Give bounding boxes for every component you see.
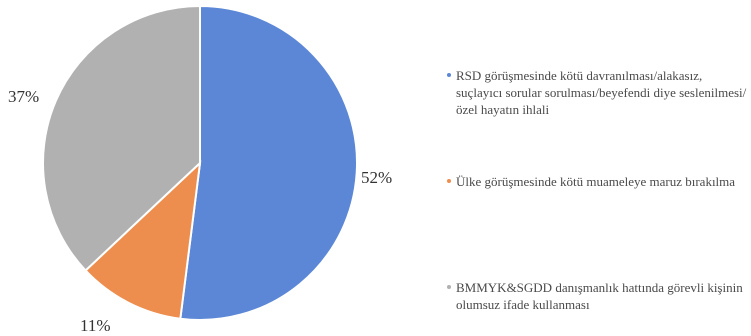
legend-label-2: Ülke görüşmesinde kötü muameleye maruz b… (456, 174, 736, 189)
legend-marker-3 (447, 285, 451, 289)
legend-item-1: RSD görüşmesinde kötü davranılması/alaka… (447, 67, 747, 118)
pct-label-slice-2: 11% (80, 316, 111, 335)
pie-slices (42, 4, 359, 321)
legend-item-3: BMMYK&SGDD danışmanlık hattında görevli … (447, 279, 747, 313)
legend-label-1: RSD görüşmesinde kötü davranılması/alaka… (456, 68, 747, 117)
legend-marker-2 (447, 179, 451, 183)
legend-item-2: Ülke görüşmesinde kötü muameleye maruz b… (447, 173, 747, 190)
pie-slice-1 (179, 4, 359, 321)
pct-label-slice-3: 37% (8, 87, 39, 106)
legend-marker-1 (447, 73, 451, 77)
pct-label-slice-1: 52% (361, 168, 392, 187)
legend-label-3: BMMYK&SGDD danışmanlık hattında görevli … (456, 280, 743, 312)
pie-slice-2 (84, 160, 202, 320)
pie-slice-3 (42, 4, 201, 272)
